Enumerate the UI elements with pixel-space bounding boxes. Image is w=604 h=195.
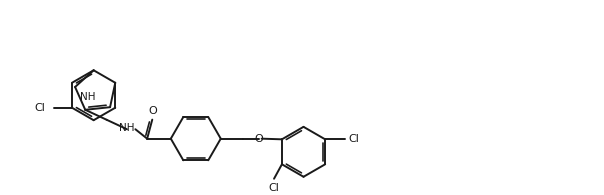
Text: NH: NH: [80, 92, 95, 102]
Text: O: O: [149, 106, 158, 116]
Text: Cl: Cl: [35, 103, 46, 113]
Text: NH: NH: [119, 123, 135, 133]
Text: O: O: [254, 134, 263, 144]
Text: Cl: Cl: [269, 183, 280, 193]
Text: Cl: Cl: [349, 134, 359, 144]
